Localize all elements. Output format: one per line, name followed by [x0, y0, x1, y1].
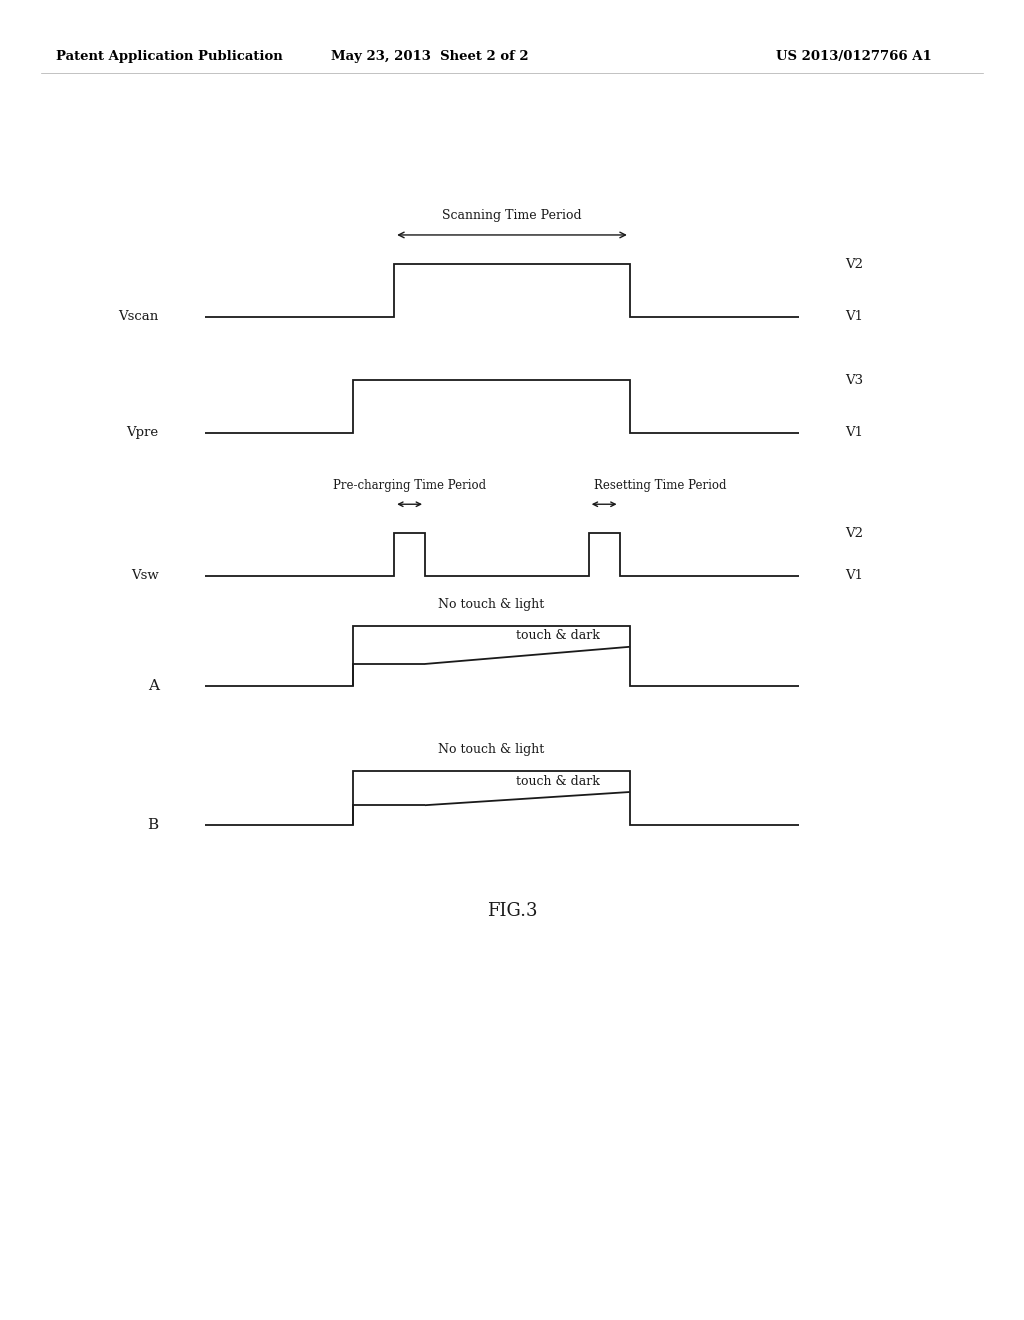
Text: Scanning Time Period: Scanning Time Period	[442, 209, 582, 222]
Text: Patent Application Publication: Patent Application Publication	[56, 50, 283, 63]
Text: touch & dark: touch & dark	[516, 630, 600, 642]
Text: V1: V1	[845, 569, 863, 582]
Text: V1: V1	[845, 426, 863, 440]
Text: Vscan: Vscan	[119, 310, 159, 323]
Text: Vsw: Vsw	[131, 569, 159, 582]
Text: No touch & light: No touch & light	[438, 598, 545, 611]
Text: No touch & light: No touch & light	[438, 743, 545, 756]
Text: May 23, 2013  Sheet 2 of 2: May 23, 2013 Sheet 2 of 2	[332, 50, 528, 63]
Text: FIG.3: FIG.3	[486, 902, 538, 920]
Text: Pre-charging Time Period: Pre-charging Time Period	[333, 479, 486, 492]
Text: A: A	[147, 680, 159, 693]
Text: B: B	[147, 818, 159, 832]
Text: V3: V3	[845, 374, 863, 387]
Text: V1: V1	[845, 310, 863, 323]
Text: V2: V2	[845, 527, 863, 540]
Text: touch & dark: touch & dark	[516, 775, 600, 788]
Text: V2: V2	[845, 257, 863, 271]
Text: Vpre: Vpre	[127, 426, 159, 440]
Text: Resetting Time Period: Resetting Time Period	[594, 479, 727, 492]
Text: US 2013/0127766 A1: US 2013/0127766 A1	[776, 50, 932, 63]
